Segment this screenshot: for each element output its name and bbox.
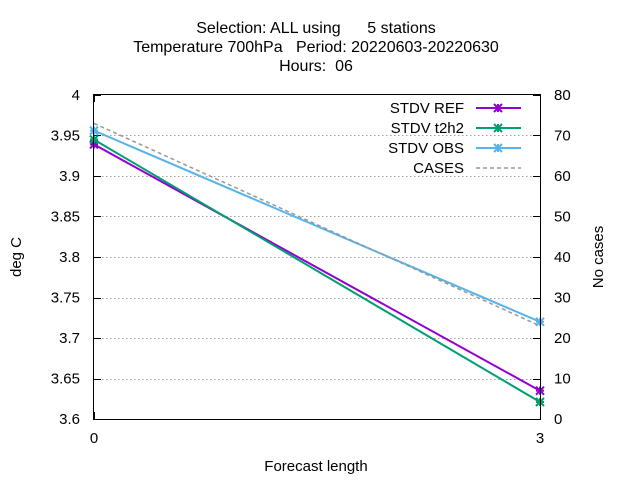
legend: STDV REF STDV t2h2 STDV OBS CASES	[388, 100, 521, 177]
plot-frame	[93, 94, 541, 420]
y-tick-label: 3.6	[59, 411, 80, 428]
y2-tick-label: 50	[554, 209, 571, 226]
x-axis-label: Forecast length	[264, 458, 367, 475]
legend-label-4: CASES	[413, 160, 464, 177]
y2-axis-ticks: 0 10 20 30 40 50 60 70 80	[554, 87, 571, 428]
y-tick-label: 4	[72, 87, 80, 104]
y-tick-label: 3.9	[59, 168, 80, 185]
y2-axis-label: No cases	[590, 226, 607, 289]
marker-stroke	[493, 143, 503, 153]
y-axis-ticks: 3.6 3.65 3.7 3.75 3.8 3.85 3.9 3.95 4	[51, 87, 540, 428]
legend-marker-1	[493, 103, 503, 113]
chart-title: Selection: ALL using 5 stations Temperat…	[133, 20, 499, 75]
legend-marker-2	[493, 123, 503, 133]
legend-label-1: STDV REF	[390, 100, 464, 117]
series-line-4	[93, 122, 541, 327]
y2-tick-label: 20	[554, 330, 571, 347]
y2-tick-label: 30	[554, 290, 571, 307]
y2-tick-label: 10	[554, 371, 571, 388]
title-line-1: Selection: ALL using 5 stations	[196, 20, 436, 37]
y-axis-label: deg C	[8, 237, 25, 277]
y-tick-label: 3.7	[59, 330, 80, 347]
y-tick-label: 3.75	[51, 290, 80, 307]
marker-stroke	[493, 123, 503, 133]
y-tick-label: 3.85	[51, 209, 80, 226]
marker-stroke	[493, 103, 503, 113]
legend-label-3: STDV OBS	[388, 140, 464, 157]
y-tick-label: 3.65	[51, 371, 80, 388]
x-tick-label: 3	[536, 430, 544, 447]
title-line-2: Temperature 700hPa Period: 20220603-2022…	[133, 39, 499, 56]
series-line-1	[93, 143, 541, 392]
series-line-3	[93, 129, 541, 323]
y-tick-label: 3.95	[51, 128, 80, 145]
y2-tick-label: 40	[554, 249, 571, 266]
y2-tick-label: 70	[554, 128, 571, 145]
y2-tick-label: 80	[554, 87, 571, 104]
y-tick-label: 3.8	[59, 249, 80, 266]
y2-tick-label: 60	[554, 168, 571, 185]
title-line-3: Hours: 06	[279, 58, 353, 75]
y2-tick-label: 0	[554, 411, 562, 428]
legend-marker-3	[493, 143, 503, 153]
x-tick-label: 0	[90, 430, 98, 447]
series-line-2	[93, 138, 541, 403]
legend-label-2: STDV t2h2	[391, 120, 464, 137]
